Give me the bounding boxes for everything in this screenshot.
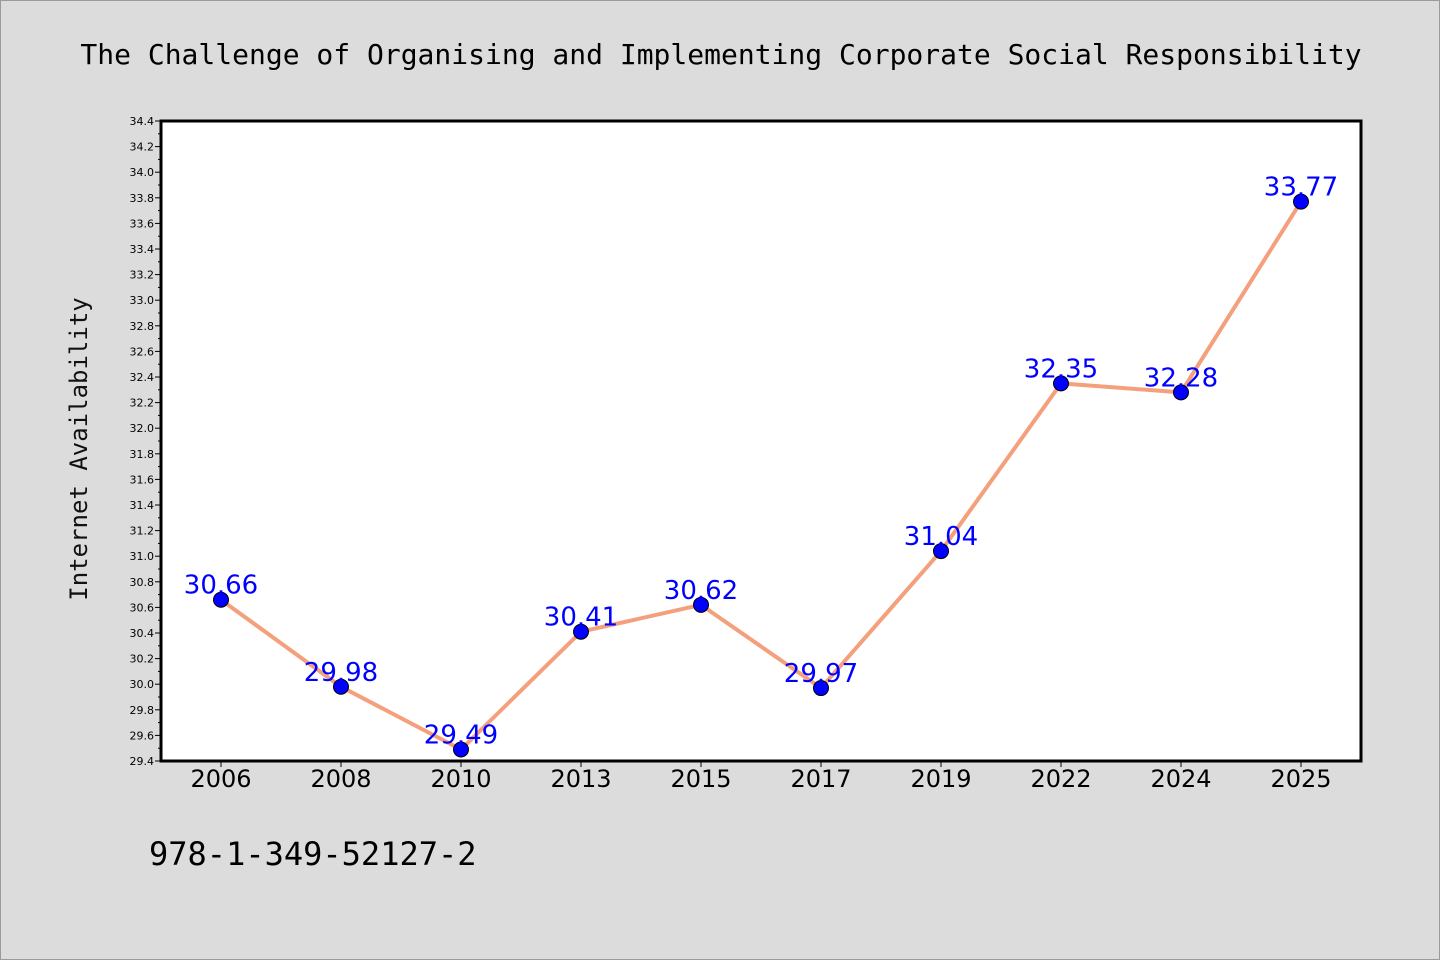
y-axis-label: Internet Availability [65, 297, 93, 600]
data-labels: 30.66 29.98 29.49 30.41 30.62 29.97 31.04 32.35… [184, 173, 1338, 751]
data-label: 29.97 [784, 659, 858, 689]
data-label: 32.35 [1024, 354, 1098, 384]
y-tick-label: 34.4 [130, 115, 155, 128]
y-tick-label: 32.0 [130, 422, 155, 435]
series-layer [213, 193, 1309, 758]
y-tick-label: 30.0 [130, 678, 155, 691]
data-point [573, 623, 589, 640]
data-point [1293, 193, 1309, 210]
y-tick-label: 30.6 [130, 601, 155, 614]
plot-area [159, 119, 1363, 763]
y-tick-label: 31.0 [130, 550, 155, 563]
data-point [213, 591, 229, 608]
y-tick-label: 31.8 [130, 448, 155, 461]
data-label: 32.28 [1144, 363, 1218, 393]
y-tick-label: 30.8 [130, 576, 155, 589]
y-tick-label: 34.0 [130, 166, 155, 179]
y-axis: 29.4 29.6 29.8 30.0 30.2 30.4 30.6 30.8 31.0 31.2… [130, 115, 161, 768]
data-label: 30.62 [664, 576, 738, 606]
y-tick-label: 34.2 [130, 141, 155, 154]
y-tick-label: 33.4 [130, 243, 155, 256]
x-tick-label: 2024 [1150, 765, 1211, 793]
data-label: 29.49 [424, 720, 498, 750]
data-point [933, 543, 949, 560]
y-tick-label: 29.6 [130, 729, 155, 742]
x-tick-label: 2015 [670, 765, 731, 793]
data-label: 31.04 [904, 522, 978, 552]
y-tick-label: 31.6 [130, 473, 155, 486]
y-tick-label: 32.4 [130, 371, 155, 384]
y-tick-label: 33.0 [130, 294, 155, 307]
x-tick-label: 2025 [1270, 765, 1331, 793]
x-tick-label: 2010 [430, 765, 491, 793]
data-point [453, 741, 469, 758]
y-tick-label: 29.8 [130, 704, 155, 717]
data-label: 33.77 [1264, 173, 1338, 203]
y-tick-label: 31.2 [130, 525, 155, 538]
series-line [219, 199, 1303, 752]
y-tick-label: 33.8 [130, 192, 155, 205]
y-tick-label: 30.2 [130, 653, 155, 666]
data-point [333, 678, 349, 695]
y-tick-label: 33.6 [130, 217, 155, 230]
y-tick-label: 32.8 [130, 320, 155, 333]
x-tick-label: 2008 [310, 765, 371, 793]
isbn-label: 978-1-349-52127-2 [149, 835, 477, 873]
x-axis: 2006 2008 2010 2013 2015 2017 2019 2022 2024 2025 [190, 761, 1332, 793]
x-tick-label: 2022 [1030, 765, 1091, 793]
data-point [813, 680, 829, 697]
data-point [1053, 375, 1069, 392]
x-tick-label: 2019 [910, 765, 971, 793]
y-tick-label: 29.4 [130, 755, 155, 768]
data-point [693, 596, 709, 613]
data-label: 30.66 [184, 571, 258, 601]
y-tick-label: 33.2 [130, 269, 155, 282]
data-point [1173, 384, 1189, 401]
y-tick-label: 32.6 [130, 345, 155, 358]
chart-title: The Challenge of Organising and Implemen… [80, 38, 1361, 71]
y-tick-label: 32.2 [130, 397, 155, 410]
data-label: 29.98 [304, 658, 378, 688]
data-label: 30.41 [544, 603, 618, 633]
x-tick-label: 2013 [550, 765, 611, 793]
y-tick-label: 30.4 [130, 627, 155, 640]
y-tick-label: 31.4 [130, 499, 155, 512]
x-tick-label: 2017 [790, 765, 851, 793]
x-tick-label: 2006 [190, 765, 251, 793]
